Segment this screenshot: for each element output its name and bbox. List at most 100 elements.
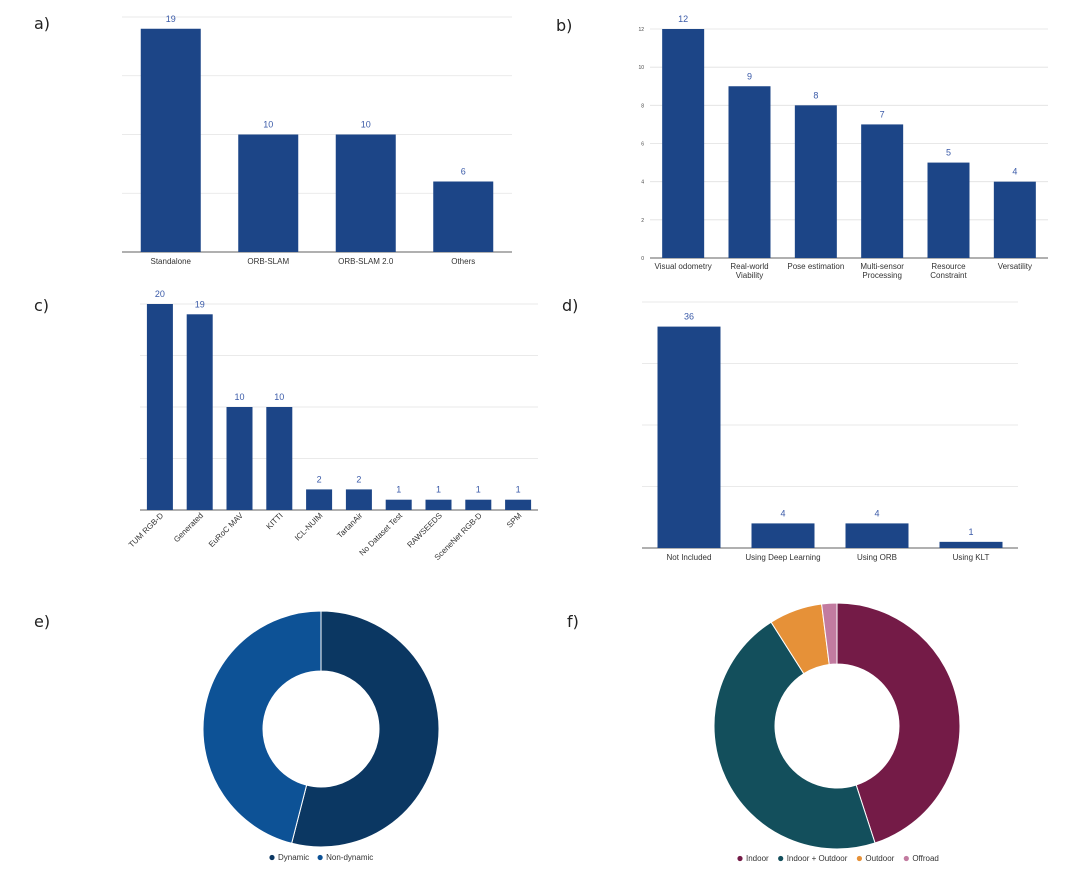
legend-marker xyxy=(778,855,784,862)
value-label: 1 xyxy=(396,485,401,495)
value-label: 9 xyxy=(747,71,752,81)
y-tick-label: 10 xyxy=(638,65,644,71)
bar-c-1 xyxy=(146,304,173,510)
x-tick-label: Standalone xyxy=(151,257,192,266)
y-tick-label: 0 xyxy=(641,256,644,262)
bar-b-4 xyxy=(861,124,904,259)
bar-c-8 xyxy=(425,499,452,510)
bar-a-3 xyxy=(335,134,396,252)
x-tick-label: Using KLT xyxy=(953,553,990,562)
x-tick-label-line: Versatility xyxy=(998,262,1032,271)
bar-d-2 xyxy=(751,523,815,548)
value-label: 5 xyxy=(946,148,951,158)
x-tick-label: ICL-NUIM xyxy=(293,511,325,543)
slice-indoor-outdoor xyxy=(713,621,876,850)
panel-label-d: d) xyxy=(562,296,579,315)
slice-offroad xyxy=(821,602,838,666)
value-label: 2 xyxy=(317,474,322,484)
legend-label: Indoor + Outdoor xyxy=(787,854,848,863)
value-label: 6 xyxy=(461,167,466,177)
bar-a-4 xyxy=(433,181,494,252)
bar-d-1 xyxy=(657,326,721,548)
bar-c-10 xyxy=(505,499,532,510)
x-tick-label-line: Pose estimation xyxy=(787,262,844,271)
x-tick-label: Versatility xyxy=(998,262,1032,271)
bar-c-4 xyxy=(266,407,293,510)
y-tick-label: 4 xyxy=(641,180,644,186)
bar-a-2 xyxy=(238,134,299,252)
value-label: 1 xyxy=(476,485,481,495)
x-tick-label-line: Viability xyxy=(736,271,763,280)
chart-a: 19 Standalone 10 ORB-SLAM 10 ORB-SLAM 2.0 6 Oth… xyxy=(122,14,512,266)
legend-label: Indoor xyxy=(746,854,769,863)
slice-non-dynamic xyxy=(202,610,322,844)
bar-c-9 xyxy=(465,499,492,510)
chart-f: Indoor Indoor + Outdoor Outdoor Offroad xyxy=(713,602,961,863)
y-tick-label: 8 xyxy=(641,103,644,109)
panel-label-f: f) xyxy=(567,612,579,631)
x-tick-label: ORB-SLAM xyxy=(247,257,289,266)
x-tick-label: No Dataset Test xyxy=(358,511,405,558)
value-label: 19 xyxy=(195,299,205,309)
x-tick-label: SPM xyxy=(505,511,524,530)
value-label: 12 xyxy=(678,14,688,24)
legend-marker xyxy=(856,855,863,862)
x-tick-label: Others xyxy=(451,257,475,266)
chart-e: Dynamic Non-dynamic xyxy=(202,610,440,862)
x-tick-label-line: Processing xyxy=(862,271,902,280)
legend-f: Indoor Indoor + Outdoor Outdoor Offroad xyxy=(737,854,939,863)
value-label: 10 xyxy=(263,120,273,130)
chart-b: 0 2 4 6 8 10 12 12 Visual odometry 9 Real-world Via… xyxy=(638,14,1048,280)
x-tick-label: EuRoC MAV xyxy=(207,511,245,549)
chart-c: 20 TUM RGB-D 19 Generated 10 EuRoC MAV 10 KITTI… xyxy=(127,289,538,562)
bar-c-3 xyxy=(226,407,253,510)
bar-b-3 xyxy=(794,105,837,258)
x-tick-label-line: Resource xyxy=(931,262,966,271)
legend-marker xyxy=(737,855,743,862)
bar-b-2 xyxy=(728,86,771,258)
x-tick-label: Using ORB xyxy=(857,553,897,562)
value-label: 4 xyxy=(874,508,879,518)
bar-d-4 xyxy=(939,541,1003,548)
value-label: 1 xyxy=(436,485,441,495)
slice-indoor xyxy=(836,602,961,844)
bar-b-6 xyxy=(993,181,1036,258)
bar-d-3 xyxy=(845,523,909,548)
bar-a-1 xyxy=(140,28,201,252)
bar-c-6 xyxy=(345,489,372,510)
x-tick-label: Not Included xyxy=(667,553,712,562)
x-tick-label: TUM RGB-D xyxy=(127,511,166,550)
bar-c-7 xyxy=(385,499,412,510)
x-tick-label: Multi-sensor Processing xyxy=(860,262,904,280)
panel-label-e: e) xyxy=(34,612,51,631)
legend-label: Dynamic xyxy=(278,853,309,862)
x-tick-label: RAWSEEDS xyxy=(405,511,444,550)
value-label: 36 xyxy=(684,312,694,322)
x-tick-label: Using Deep Learning xyxy=(745,553,820,562)
x-tick-label: ORB-SLAM 2.0 xyxy=(338,257,394,266)
legend-label: Outdoor xyxy=(865,854,894,863)
legend-e: Dynamic Non-dynamic xyxy=(269,853,373,862)
value-label: 10 xyxy=(361,120,371,130)
x-tick-label-line: Constraint xyxy=(930,271,967,280)
x-tick-label-line: Multi-sensor xyxy=(860,262,904,271)
bar-b-1 xyxy=(662,29,705,258)
x-tick-label: Resource Constraint xyxy=(930,262,967,280)
bar-c-5 xyxy=(306,489,333,510)
value-label: 2 xyxy=(356,474,361,484)
x-tick-label: KITTI xyxy=(265,511,285,531)
y-tick-label: 2 xyxy=(641,218,644,224)
value-label: 10 xyxy=(234,392,244,402)
x-tick-label: Visual odometry xyxy=(655,262,712,271)
bar-b-5 xyxy=(927,162,970,258)
panel-label-a: a) xyxy=(34,14,51,33)
chart-d: 36 Not Included 4 Using Deep Learning 4 Using… xyxy=(642,301,1018,562)
y-tick-label: 12 xyxy=(638,27,644,33)
value-label: 1 xyxy=(516,485,521,495)
legend-label: Offroad xyxy=(912,854,939,863)
panel-label-c: c) xyxy=(34,296,50,315)
slice-dynamic xyxy=(291,610,440,848)
x-tick-label-line: Visual odometry xyxy=(655,262,712,271)
value-label: 1 xyxy=(968,527,973,537)
x-tick-label: Pose estimation xyxy=(787,262,844,271)
